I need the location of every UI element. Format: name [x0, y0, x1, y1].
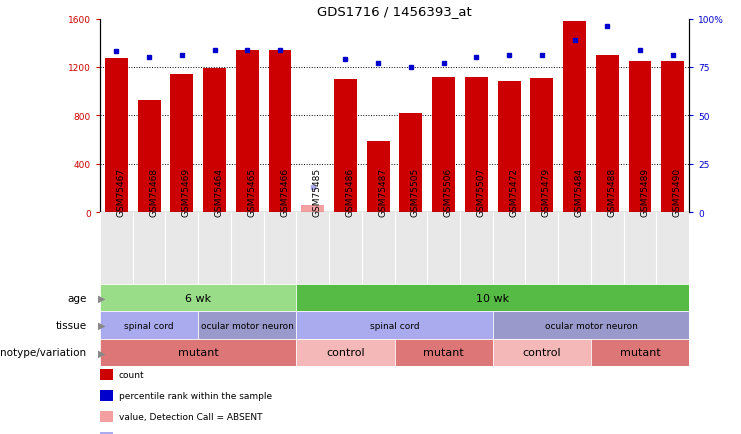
Text: ocular motor neuron: ocular motor neuron [201, 321, 293, 330]
Bar [236, 51, 259, 213]
Text: GSM75472: GSM75472 [509, 168, 518, 216]
Bar [493, 339, 591, 366]
Text: value, Detection Call = ABSENT: value, Detection Call = ABSENT [119, 412, 262, 421]
Text: GSM75485: GSM75485 [313, 167, 322, 216]
Bar [296, 284, 689, 312]
Bar [531, 79, 554, 213]
Text: mutant: mutant [619, 348, 660, 358]
Text: GSM75489: GSM75489 [640, 167, 649, 216]
Text: tissue: tissue [56, 320, 87, 330]
Text: mutant: mutant [423, 348, 464, 358]
Text: GSM75505: GSM75505 [411, 167, 420, 216]
Text: ocular motor neuron: ocular motor neuron [545, 321, 637, 330]
Text: control: control [522, 348, 561, 358]
Text: spinal cord: spinal cord [124, 321, 174, 330]
Text: mutant: mutant [178, 348, 219, 358]
Text: percentile rank within the sample: percentile rank within the sample [119, 391, 272, 400]
Text: rank, Detection Call = ABSENT: rank, Detection Call = ABSENT [119, 433, 257, 434]
Text: GSM75506: GSM75506 [444, 167, 453, 216]
Text: ▶: ▶ [98, 293, 105, 303]
Text: GSM75469: GSM75469 [182, 167, 191, 216]
Bar [394, 339, 493, 366]
Bar [399, 114, 422, 213]
Bar [493, 312, 689, 339]
Text: ▶: ▶ [98, 348, 105, 358]
Bar [596, 56, 619, 213]
Bar [100, 312, 199, 339]
Bar [498, 82, 521, 213]
Bar [367, 141, 390, 213]
Bar [138, 100, 161, 213]
Text: 6 wk: 6 wk [185, 293, 211, 303]
Bar [170, 75, 193, 213]
Text: control: control [326, 348, 365, 358]
Text: count: count [119, 371, 144, 379]
Text: GSM75486: GSM75486 [345, 167, 354, 216]
Bar [628, 62, 651, 213]
Text: GSM75464: GSM75464 [215, 168, 224, 216]
Text: GSM75484: GSM75484 [574, 168, 584, 216]
Text: GSM75488: GSM75488 [608, 167, 617, 216]
Text: 10 wk: 10 wk [476, 293, 509, 303]
Bar [661, 62, 684, 213]
Text: GSM75468: GSM75468 [149, 167, 158, 216]
Bar [268, 51, 291, 213]
Text: GSM75479: GSM75479 [542, 167, 551, 216]
Bar [100, 339, 296, 366]
Bar [199, 312, 296, 339]
Bar [203, 69, 226, 213]
Bar [105, 59, 128, 213]
Bar [563, 22, 586, 213]
Bar [591, 339, 689, 366]
Text: genotype/variation: genotype/variation [0, 348, 87, 358]
Bar [296, 312, 493, 339]
Bar [432, 77, 455, 213]
Text: GSM75490: GSM75490 [673, 167, 682, 216]
Text: GSM75467: GSM75467 [116, 167, 125, 216]
Bar [100, 284, 296, 312]
Text: GSM75465: GSM75465 [247, 167, 256, 216]
Text: GSM75487: GSM75487 [378, 167, 388, 216]
Title: GDS1716 / 1456393_at: GDS1716 / 1456393_at [317, 5, 472, 18]
Text: GSM75466: GSM75466 [280, 167, 289, 216]
Text: age: age [67, 293, 87, 303]
Text: GSM75507: GSM75507 [476, 167, 485, 216]
Bar [296, 339, 394, 366]
Bar [334, 80, 357, 213]
Text: ▶: ▶ [98, 320, 105, 330]
Text: spinal cord: spinal cord [370, 321, 419, 330]
Bar [302, 206, 325, 213]
Bar [465, 77, 488, 213]
